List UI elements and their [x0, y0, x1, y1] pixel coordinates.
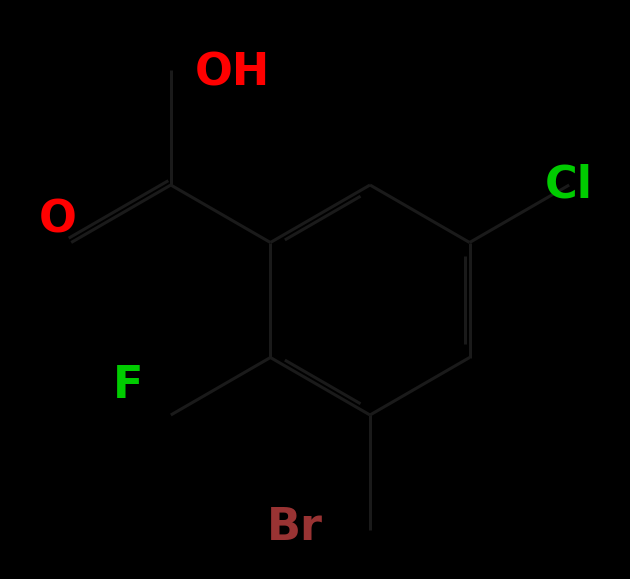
Text: F: F [113, 364, 143, 406]
Text: OH: OH [195, 52, 270, 95]
Text: O: O [39, 199, 77, 241]
Text: Cl: Cl [545, 163, 593, 207]
Text: Br: Br [267, 505, 323, 548]
